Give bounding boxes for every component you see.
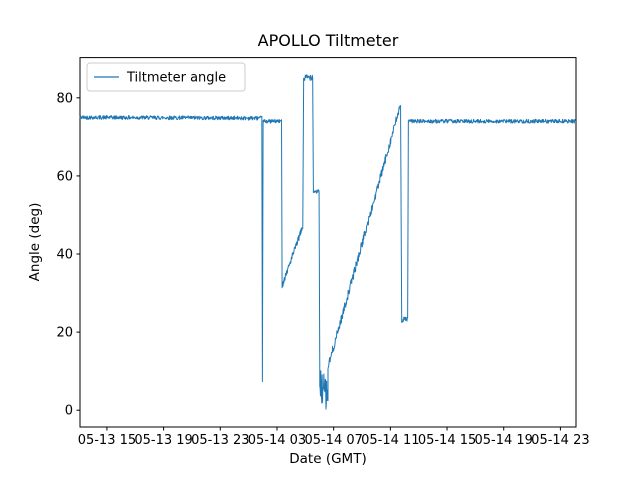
x-tick-label: 05-14 15: [418, 433, 476, 448]
x-tick-label: 05-13 19: [134, 433, 192, 448]
y-tick-label: 40: [56, 248, 73, 263]
x-tick-label: 05-14 19: [474, 433, 532, 448]
x-tick-label: 05-14 23: [531, 433, 589, 448]
legend-label: Tiltmeter angle: [126, 71, 226, 86]
axes-spines: [79, 57, 577, 428]
y-tick-label: 20: [56, 326, 73, 341]
x-tick-label: 05-14 07: [304, 433, 362, 448]
legend: Tiltmeter angle: [86, 62, 246, 92]
chart-title: APOLLO Tiltmeter: [258, 31, 399, 50]
tiltmeter-data-line: [79, 74, 576, 410]
x-axis-label: Date (GMT): [289, 451, 366, 467]
y-tick-label: 60: [56, 169, 73, 184]
y-axis-label: Angle (deg): [27, 203, 43, 282]
x-tick-label: 05-14 03: [248, 433, 306, 448]
y-tick-label: 0: [65, 404, 73, 419]
x-tick-label: 05-13 23: [191, 433, 249, 448]
x-tick-label: 05-14 11: [361, 433, 419, 448]
x-tick-label: 05-13 15: [78, 433, 136, 448]
legend-box: [86, 62, 246, 92]
y-tick-label: 80: [56, 91, 73, 106]
